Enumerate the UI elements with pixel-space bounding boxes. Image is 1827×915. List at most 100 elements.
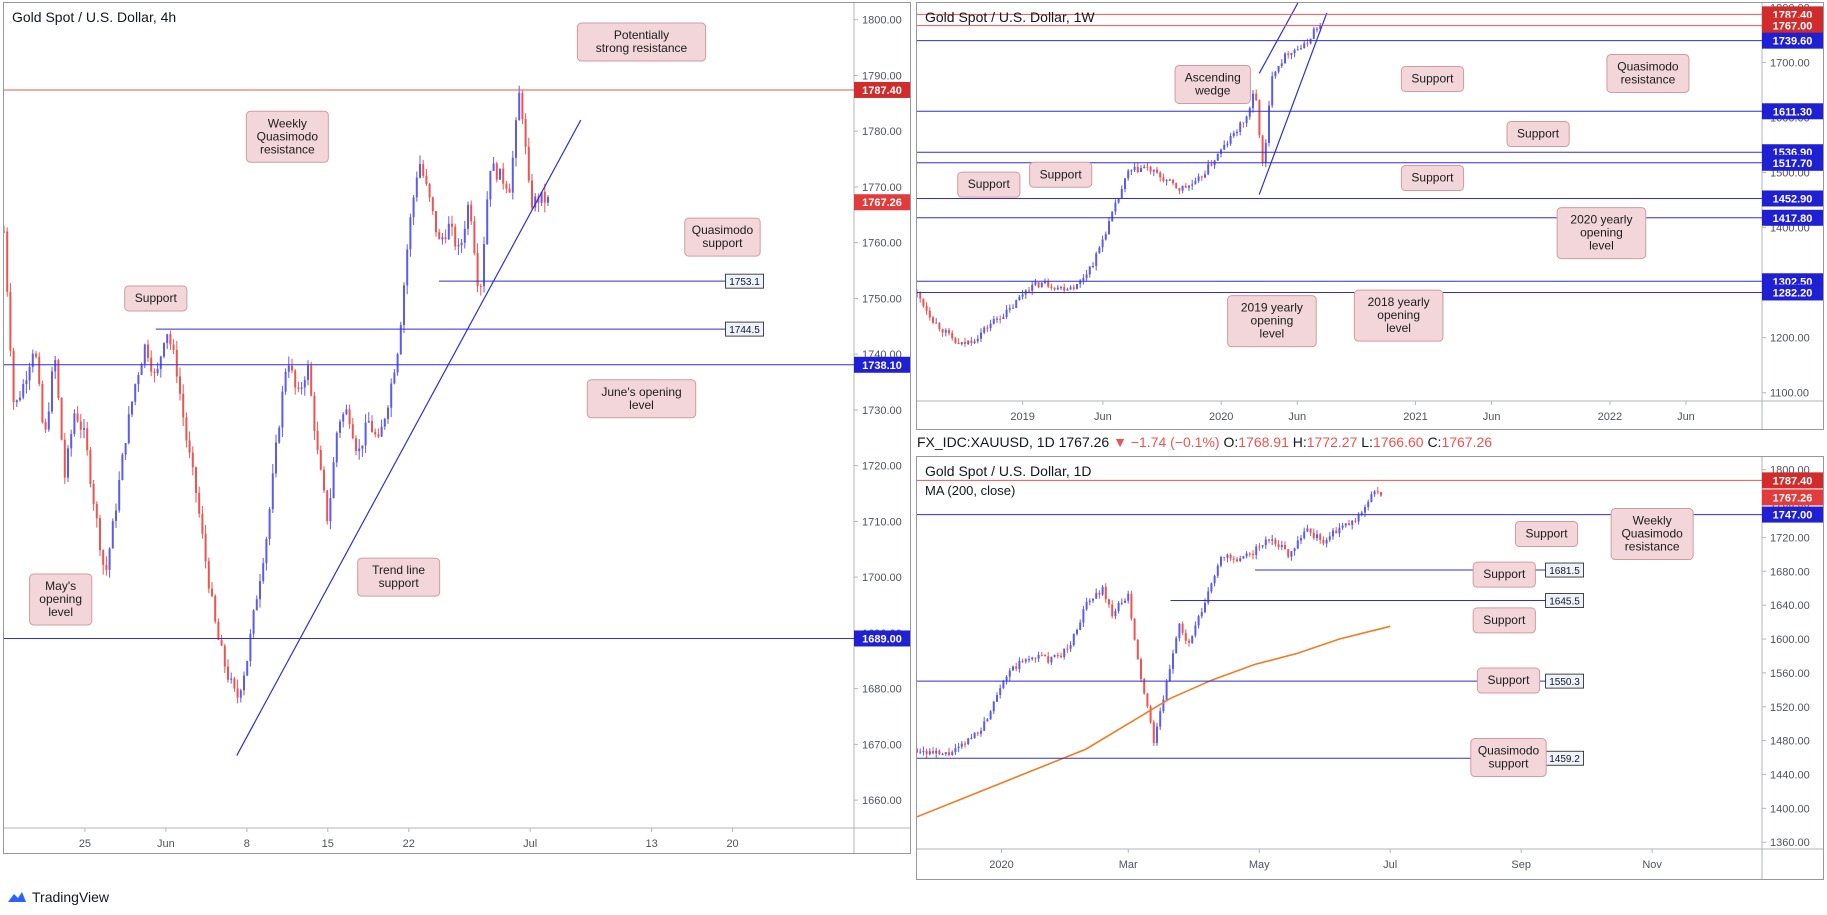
- price-axis-tag-label: 1452.90: [1773, 193, 1813, 205]
- candle-body: [973, 732, 976, 739]
- candle-body: [355, 438, 357, 452]
- candle-body: [1284, 53, 1286, 64]
- candle-body: [47, 411, 50, 430]
- candle-body: [1303, 531, 1306, 539]
- y-tick-label: 1640.00: [1770, 600, 1810, 612]
- tradingview-logo-text: TradingView: [32, 889, 110, 905]
- candle-body: [1082, 278, 1085, 281]
- close-label: C:: [1427, 434, 1442, 450]
- candle-body: [1152, 722, 1155, 744]
- candle-body: [996, 695, 998, 702]
- callout-text: opening: [1377, 308, 1420, 322]
- y-tick-label: 1760.00: [862, 238, 902, 250]
- candle-body: [92, 483, 95, 504]
- candle-body: [941, 329, 944, 333]
- candle-body: [1101, 586, 1104, 595]
- chart-1d[interactable]: 1360.00 1400.00 1440.00 1480.00 1520.00 1560.…: [917, 457, 1823, 879]
- callout-text: opening: [1580, 226, 1623, 240]
- candle-body: [1271, 76, 1274, 106]
- candle-body: [95, 503, 98, 519]
- price-axis-tag-label: 1767.00: [1773, 21, 1813, 33]
- candle-body: [124, 443, 127, 455]
- candle-body: [51, 371, 53, 412]
- candle-body: [1261, 545, 1264, 547]
- candle-body: [1060, 287, 1062, 289]
- candle-body: [339, 421, 341, 433]
- candle-body: [980, 332, 982, 339]
- candle-body: [932, 317, 934, 323]
- callout-support: Support: [124, 285, 188, 312]
- candle-body: [919, 751, 922, 753]
- candle-body: [358, 448, 361, 452]
- callout-text: 2019 yearly: [1241, 301, 1303, 315]
- candle-body: [1079, 622, 1082, 630]
- candle-body: [115, 510, 117, 521]
- candle-body: [1242, 122, 1245, 124]
- x-tick-label: 25: [79, 838, 91, 850]
- candle-body: [406, 249, 409, 286]
- candle-body: [1216, 153, 1219, 161]
- candle-body: [1140, 168, 1142, 173]
- candle-body: [1242, 556, 1245, 559]
- tradingview-logo[interactable]: TradingView: [6, 889, 109, 905]
- candle-body: [944, 752, 947, 755]
- candles-group: [917, 486, 1382, 759]
- chart-4h[interactable]: 1660.001670.001680.001690.001700.001710.…: [4, 3, 910, 853]
- candle-body: [502, 168, 505, 184]
- price-axis-tag-label: 1747.00: [1773, 510, 1813, 522]
- candle-body: [1319, 25, 1322, 29]
- candle-body: [960, 743, 963, 747]
- candle-body: [992, 319, 995, 324]
- open-value: 1768.91: [1238, 434, 1289, 450]
- candle-body: [1021, 660, 1024, 662]
- candle-body: [1005, 676, 1008, 681]
- callout-text: Support: [968, 177, 1011, 191]
- candle-body: [1050, 286, 1053, 288]
- candle-body: [435, 211, 437, 233]
- candle-body: [111, 520, 114, 549]
- candle-body: [1271, 539, 1274, 541]
- open-label: O:: [1223, 434, 1239, 450]
- minor-level-label: 1550.3: [1549, 677, 1580, 688]
- candle-body: [1280, 63, 1283, 67]
- candle-body: [954, 338, 957, 343]
- candle-body: [515, 120, 517, 158]
- callout-text: Ascending: [1185, 70, 1241, 84]
- candle-body: [483, 244, 485, 287]
- candle-body: [1232, 558, 1235, 560]
- candle-body: [1130, 593, 1133, 619]
- candle-body: [470, 204, 473, 222]
- candle-body: [383, 418, 386, 427]
- candle-body: [986, 719, 989, 722]
- x-tick-label: Jun: [1677, 411, 1695, 423]
- candle-body: [76, 413, 79, 422]
- candle-body: [1344, 523, 1347, 526]
- y-tick-label: 1700.00: [862, 572, 902, 584]
- callout-text: opening: [1251, 314, 1294, 328]
- candle-body: [508, 188, 511, 193]
- candle-body: [275, 442, 277, 474]
- candle-body: [1280, 544, 1283, 548]
- minor-level-label: 1459.2: [1549, 754, 1580, 765]
- minor-level-box: [725, 321, 764, 337]
- candle-body: [348, 409, 351, 425]
- candle-body: [278, 427, 281, 443]
- candle-body: [1175, 183, 1178, 189]
- candle-body: [941, 754, 944, 756]
- candle-body: [1309, 528, 1312, 533]
- y-tick-label: 1800.00: [862, 15, 902, 27]
- candle-body: [954, 748, 957, 753]
- candle-body: [935, 322, 938, 324]
- candle-body: [1012, 666, 1014, 671]
- callout-text: level: [1386, 321, 1411, 335]
- candle-body: [22, 384, 25, 398]
- y-tick-label: 1680.00: [862, 684, 902, 696]
- candle-body: [1376, 491, 1379, 493]
- chart-1w[interactable]: 1100.001200.001300.001400.001500.001600.…: [917, 3, 1823, 429]
- y-tick-label: 1600.00: [1770, 634, 1810, 646]
- candle-body: [1245, 116, 1248, 124]
- candle-body: [166, 334, 169, 343]
- candle-body: [1047, 656, 1050, 663]
- callout-support: Support: [1400, 165, 1465, 192]
